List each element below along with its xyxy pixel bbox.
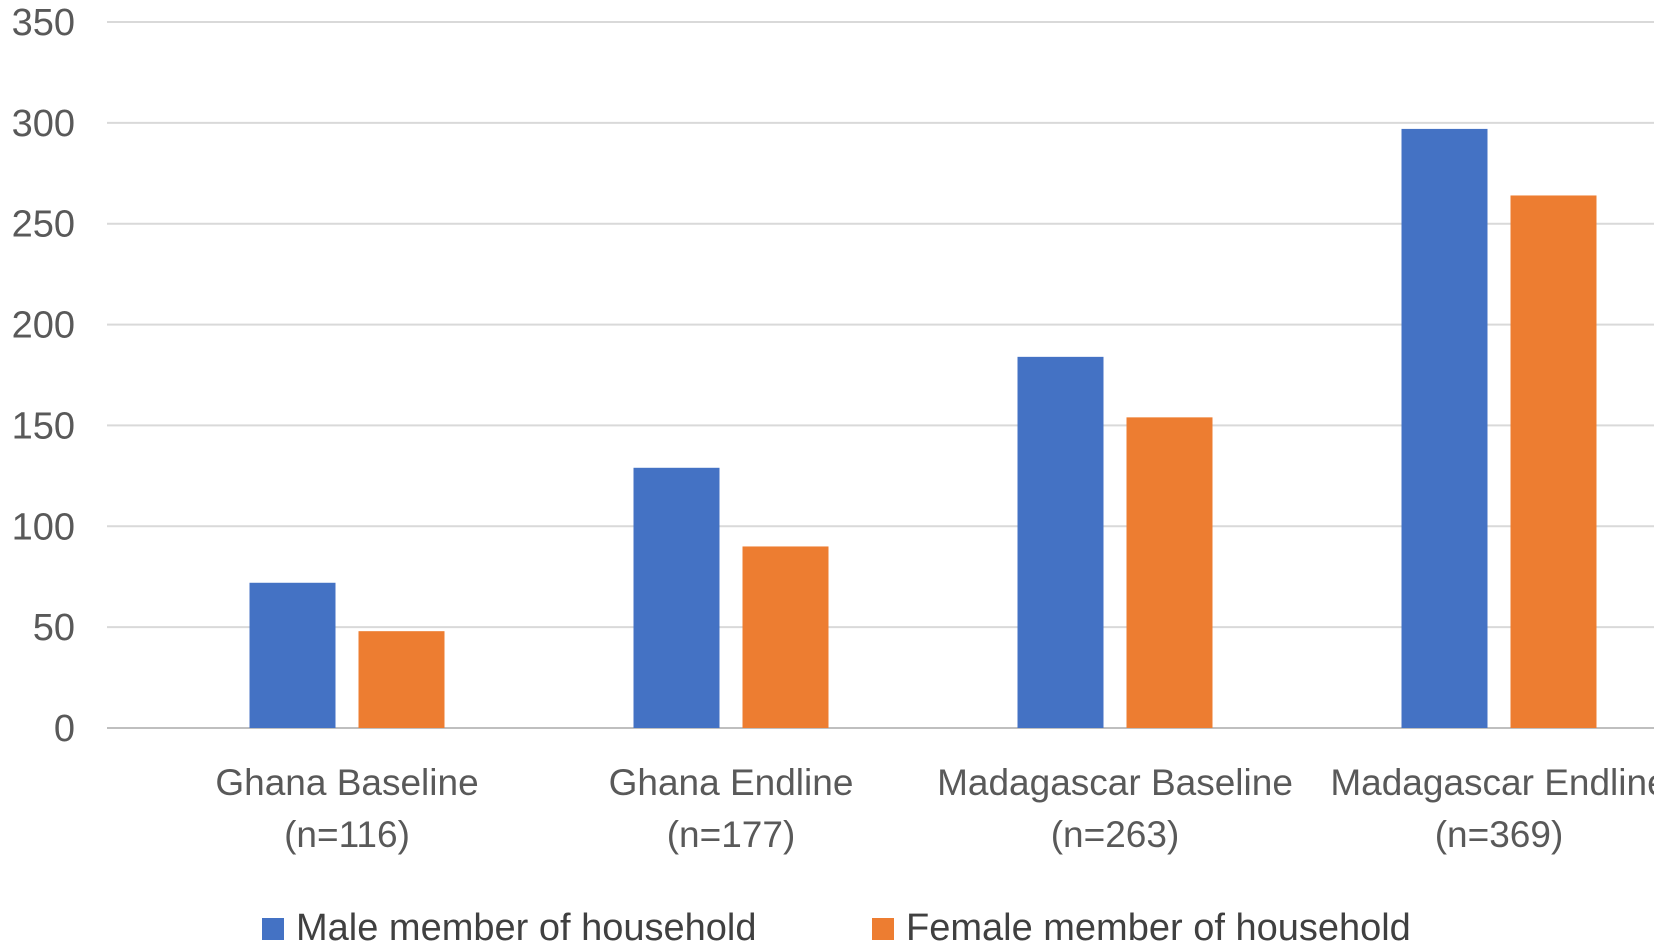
bar-male-3 [1401,128,1488,728]
bar-male-0 [249,582,336,728]
x-category-sublabel: (n=369) [1435,814,1564,855]
x-category-label: Madagascar Endline [1330,762,1654,803]
y-tick-label: 300 [12,103,75,145]
bar-female-3 [1510,195,1597,728]
y-tick-label: 100 [12,506,75,548]
x-category-sublabel: (n=116) [284,814,410,855]
x-axis-categories: Ghana Baseline (n=116) Ghana Endline (n=177… [215,762,1654,855]
y-tick-label: 350 [12,2,75,44]
bar-male-1 [633,467,720,728]
x-category-sublabel: (n=177) [667,814,796,855]
y-tick-label: 150 [12,405,75,447]
legend-swatch-male [262,918,284,940]
x-category-label: Ghana Baseline [215,762,478,803]
x-category-sublabel: (n=263) [1051,814,1180,855]
bars [249,128,1597,728]
y-tick-label: 250 [12,204,75,246]
x-category-label: Ghana Endline [609,762,854,803]
bar-female-0 [358,631,445,728]
legend: Male member of household Female member of… [262,907,1411,949]
bar-female-2 [1126,417,1213,728]
x-category-label: Madagascar Baseline [937,762,1293,803]
legend-label-female: Female member of household [906,907,1411,949]
gridlines [107,21,1654,729]
bar-female-1 [742,546,829,728]
y-axis-ticks: 0 50 100 150 200 250 300 350 [12,2,75,750]
y-tick-label: 200 [12,305,75,347]
bar-male-2 [1017,356,1104,728]
y-tick-label: 0 [54,708,75,750]
legend-swatch-female [872,918,894,940]
legend-label-male: Male member of household [296,907,756,949]
y-tick-label: 50 [33,607,75,649]
